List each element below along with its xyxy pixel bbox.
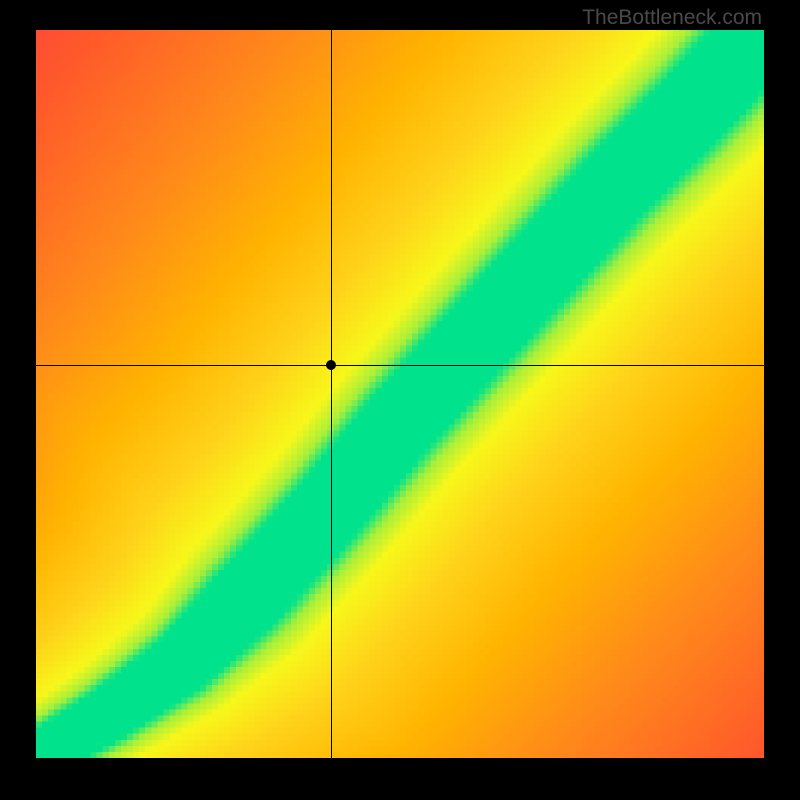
chart-container: TheBottleneck.com — [0, 0, 800, 800]
watermark-text: TheBottleneck.com — [582, 6, 762, 30]
crosshair-horizontal — [36, 365, 764, 366]
crosshair-vertical — [331, 30, 332, 758]
marker-dot — [326, 360, 336, 370]
plot-area — [36, 30, 764, 758]
heatmap-canvas — [36, 30, 764, 758]
